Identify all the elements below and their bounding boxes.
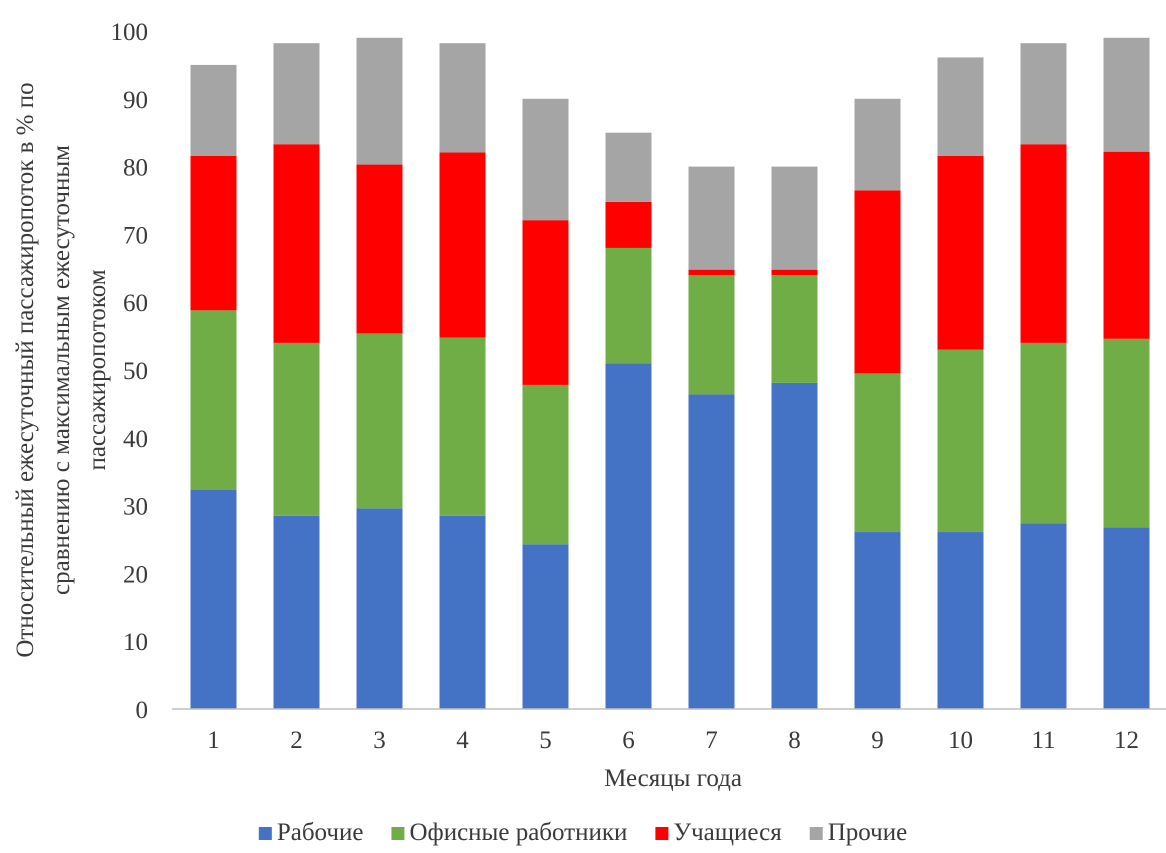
bar-segment (439, 43, 486, 153)
bar-segment (439, 515, 486, 709)
y-tick-label: 70 (123, 222, 148, 249)
bar-segment (854, 190, 901, 374)
y-tick-label: 20 (123, 561, 148, 588)
bar-segment (1020, 144, 1067, 343)
bar-segment (273, 43, 320, 145)
legend: Рабочие Офисные работники Учащиеся Прочие (258, 819, 907, 846)
bar-segment (356, 508, 403, 709)
bar-segment (771, 269, 818, 276)
bar-segment (605, 247, 652, 364)
x-tick-label: 7 (705, 727, 718, 754)
bar-segment (688, 269, 735, 276)
bar-segment (273, 144, 320, 343)
legend-item: Рабочие (258, 819, 364, 846)
bar-segment (605, 132, 652, 202)
bar-segment (1103, 37, 1150, 152)
bar-segment (854, 532, 901, 709)
legend-item: Учащиеся (655, 819, 782, 846)
legend-label: Офисные работники (409, 819, 627, 846)
legend-swatch (391, 827, 405, 840)
x-tick-label: 3 (373, 727, 386, 754)
bar-segment (356, 164, 403, 334)
y-tick-label: 100 (111, 19, 149, 46)
legend-item: Офисные работники (391, 819, 627, 846)
bar-segment (356, 333, 403, 509)
legend-swatch (655, 827, 669, 840)
bar-segment (605, 363, 652, 709)
x-axis-ticks: 1 2 3 4 5 6 7 8 9 10 11 12 (207, 727, 1139, 754)
x-axis-title: Месяцы года (604, 765, 742, 792)
bar-segment (522, 98, 569, 221)
y-tick-label: 40 (123, 426, 148, 453)
y-axis-ticks: 0 10 20 30 40 50 60 70 80 90 100 (111, 19, 149, 724)
bar-segment (771, 382, 818, 709)
y-tick-label: 90 (123, 87, 148, 114)
x-tick-label: 10 (948, 727, 973, 754)
x-tick-label: 1 (207, 727, 220, 754)
bar-segment (1020, 342, 1067, 524)
bar-segment (273, 515, 320, 709)
y-axis-title-line-1: Относительный ежесуточный пассажиропоток… (12, 82, 39, 657)
bar-segment (688, 166, 735, 270)
bar-segment (522, 220, 569, 385)
y-tick-label: 0 (136, 697, 149, 724)
bar-segment (1103, 338, 1150, 528)
bar-segment (190, 64, 237, 156)
bar-segment (937, 57, 984, 156)
legend-item: Прочие (809, 819, 907, 846)
bar-segment (1020, 523, 1067, 709)
y-tick-label: 80 (123, 155, 148, 182)
bar-segment (937, 155, 984, 350)
bar-segment (439, 152, 486, 338)
x-tick-label: 12 (1114, 727, 1139, 754)
bar-segment (356, 37, 403, 165)
legend-label: Прочие (828, 819, 907, 846)
y-tick-label: 50 (123, 358, 148, 385)
bar-segment (1103, 151, 1150, 339)
y-axis-title: Относительный ежесуточный пассажиропоток… (12, 82, 111, 657)
x-tick-label: 11 (1031, 727, 1055, 754)
legend-label: Учащиеся (673, 819, 782, 846)
bar-segment (190, 490, 237, 709)
y-tick-label: 60 (123, 290, 148, 317)
bar-segment (522, 384, 569, 545)
bar-segment (771, 166, 818, 270)
legend-swatch (258, 827, 272, 840)
bar-segment (190, 155, 237, 311)
legend-swatch (809, 827, 823, 840)
bar-segment (854, 98, 901, 191)
x-tick-label: 6 (622, 727, 635, 754)
bar-segment (771, 275, 818, 383)
y-tick-label: 30 (123, 494, 148, 521)
y-tick-label: 10 (123, 629, 148, 656)
legend-label: Рабочие (277, 819, 364, 846)
x-tick-label: 4 (456, 727, 469, 754)
bars (190, 37, 1150, 709)
bar-segment (937, 349, 984, 533)
bar-segment (688, 394, 735, 709)
bar-segment (439, 337, 486, 516)
bar-segment (1103, 527, 1150, 709)
bar-segment (1020, 43, 1067, 145)
y-axis-title-line-2: сравнению с максимальным ежесуточным (48, 145, 75, 595)
bar-segment (937, 532, 984, 709)
y-axis-title-line-3: пассажиропотоком (84, 269, 111, 470)
bar-segment (522, 544, 569, 709)
x-tick-label: 5 (539, 727, 552, 754)
bar-segment (190, 310, 237, 491)
x-tick-label: 8 (788, 727, 801, 754)
bar-segment (854, 373, 901, 533)
x-tick-label: 9 (871, 727, 884, 754)
x-tick-label: 2 (290, 727, 303, 754)
bar-segment (273, 342, 320, 516)
bar-segment (688, 275, 735, 395)
bar-segment (605, 201, 652, 248)
